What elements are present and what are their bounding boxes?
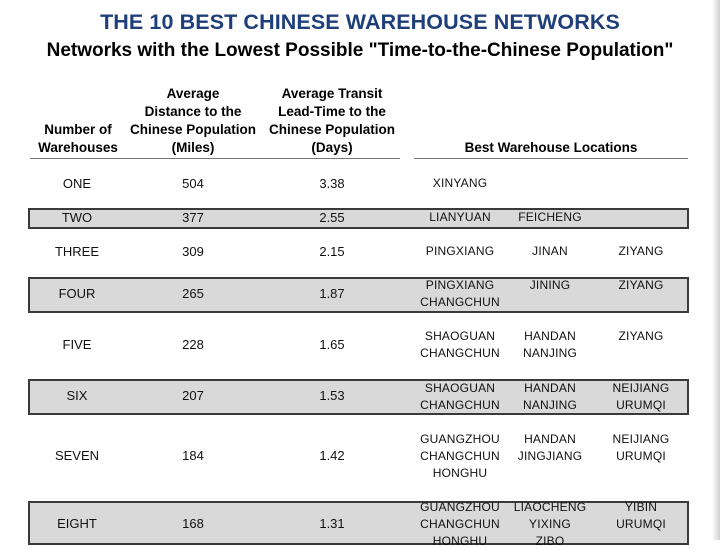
warehouse-count: FOUR [58, 286, 96, 301]
scroll-edge-shadow [712, 0, 720, 540]
warehouse-location: GUANGZHOU [420, 432, 500, 446]
warehouse-location: CHANGCHUN [420, 517, 500, 531]
header-rule [30, 158, 400, 159]
warehouse-location: HANDAN [524, 329, 576, 343]
warehouse-location: XINYANG [432, 176, 488, 190]
header-best-locations: Best Warehouse Locations [414, 139, 688, 157]
average-distance: 309 [182, 244, 204, 259]
average-days: 1.65 [319, 337, 345, 352]
warehouse-location: ZIYANG [618, 329, 664, 343]
average-distance: 184 [182, 448, 204, 463]
average-distance: 207 [182, 388, 204, 403]
warehouse-count: THREE [54, 244, 100, 259]
warehouse-location: URUMQI [616, 398, 666, 412]
warehouse-location: PINGXIANG [425, 244, 495, 258]
header-line: Warehouses [38, 140, 118, 155]
warehouse-count: ONE [62, 176, 92, 191]
warehouse-location: CHANGCHUN [420, 398, 500, 412]
average-days: 1.87 [319, 286, 345, 301]
row-band [28, 379, 689, 415]
warehouse-location: NEIJIANG [612, 432, 670, 446]
warehouse-location: HANDAN [524, 381, 576, 395]
warehouse-location: CHANGCHUN [420, 295, 500, 309]
header-average-transit: Average Transit Lead-Time to the Chinese… [264, 85, 400, 157]
average-distance: 265 [182, 286, 204, 301]
warehouse-location: CHANGCHUN [420, 346, 500, 360]
warehouse-location: SHAOGUAN [424, 381, 496, 395]
average-distance: 504 [182, 176, 204, 191]
warehouse-location: FEICHENG [518, 210, 582, 224]
header-line: (Miles) [171, 140, 215, 155]
header-line: Chinese Population [129, 122, 256, 137]
average-distance: 377 [182, 210, 204, 225]
warehouse-location: JINAN [532, 244, 568, 258]
average-distance: 168 [182, 516, 204, 531]
header-line: Lead-Time to the [278, 104, 386, 119]
warehouse-location: HANDAN [524, 432, 576, 446]
warehouse-count: EIGHT [57, 516, 97, 531]
warehouse-location: NEIJIANG [612, 381, 670, 395]
warehouse-location: YIBIN [624, 500, 658, 514]
warehouse-location: ZIYANG [618, 244, 664, 258]
warehouse-location: HONGHU [432, 534, 488, 548]
average-days: 3.38 [319, 176, 345, 191]
warehouse-location: NANJING [522, 346, 578, 360]
header-line: Best Warehouse Locations [464, 140, 638, 155]
warehouse-location: CHANGCHUN [420, 449, 500, 463]
warehouse-location: URUMQI [616, 517, 666, 531]
header-number-of-warehouses: Number of Warehouses [28, 121, 128, 157]
row-band [28, 208, 689, 229]
header-line: Average Transit [281, 86, 383, 101]
average-days: 1.53 [319, 388, 345, 403]
warehouse-location: ZIYANG [618, 278, 664, 292]
warehouse-location: LIAOCHENG [513, 500, 587, 514]
header-line: Distance to the [144, 104, 242, 119]
warehouse-location: JINING [529, 278, 571, 292]
warehouse-location: URUMQI [616, 449, 666, 463]
row-band [28, 277, 689, 313]
warehouse-location: ZIBO [535, 534, 565, 548]
average-distance: 228 [182, 337, 204, 352]
header-line: (Days) [311, 140, 353, 155]
header-line: Average [166, 86, 220, 101]
warehouse-location: YIXING [529, 517, 571, 531]
warehouse-location: GUANGZHOU [420, 500, 500, 514]
average-days: 2.55 [319, 210, 345, 225]
average-days: 2.15 [319, 244, 345, 259]
warehouse-location: PINGXIANG [425, 278, 495, 292]
header-average-distance: Average Distance to the Chinese Populati… [128, 85, 258, 157]
row-band [28, 501, 689, 545]
warehouse-count: SIX [66, 388, 88, 403]
warehouse-location: SHAOGUAN [424, 329, 496, 343]
header-rule [414, 158, 688, 159]
average-days: 1.42 [319, 448, 345, 463]
page-subtitle: Networks with the Lowest Possible "Time-… [46, 40, 674, 61]
page-title: THE 10 BEST CHINESE WAREHOUSE NETWORKS [100, 10, 620, 34]
warehouse-count: TWO [61, 210, 93, 225]
warehouse-location: JINGJIANG [517, 449, 583, 463]
warehouse-location: NANJING [522, 398, 578, 412]
warehouse-count: FIVE [62, 337, 92, 352]
header-line: Chinese Population [268, 122, 395, 137]
average-days: 1.31 [319, 516, 345, 531]
warehouse-count: SEVEN [54, 448, 100, 463]
warehouse-location: HONGHU [432, 466, 488, 480]
header-line: Number of [44, 122, 112, 137]
warehouse-location: LIANYUAN [429, 210, 491, 224]
